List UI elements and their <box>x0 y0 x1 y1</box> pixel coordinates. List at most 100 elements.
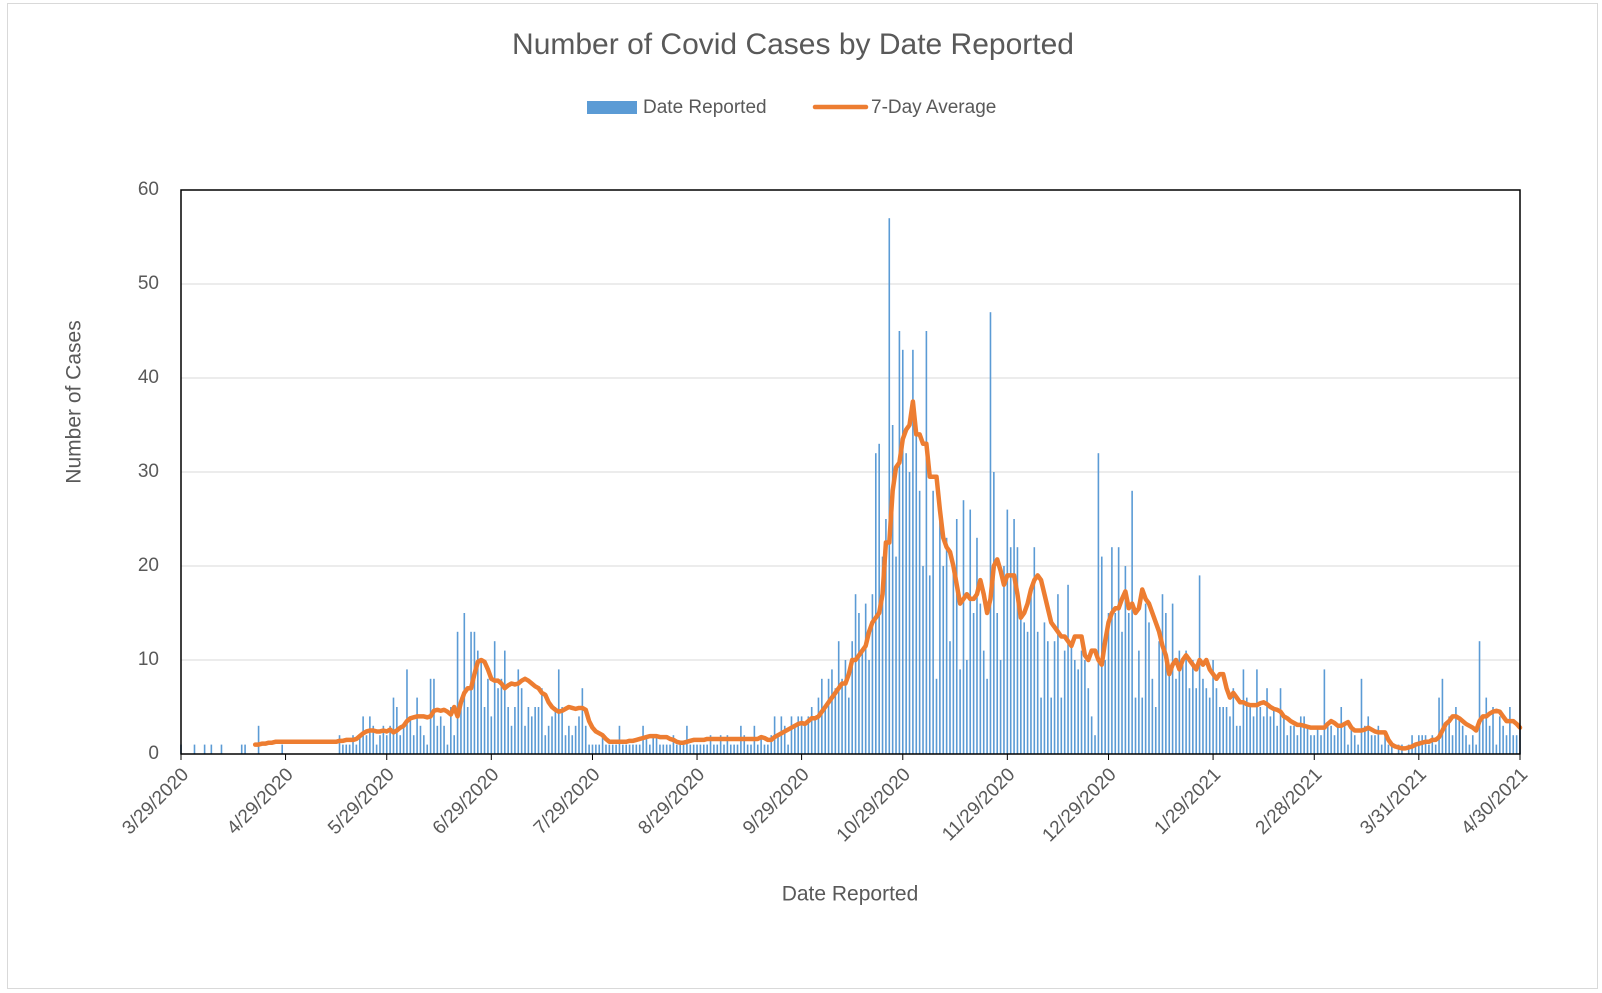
bar <box>1380 744 1383 754</box>
bar <box>955 519 958 754</box>
bar <box>578 716 580 754</box>
bar <box>1188 688 1191 754</box>
bar <box>1505 735 1508 754</box>
bar <box>1185 650 1187 754</box>
bar <box>723 744 725 754</box>
bar <box>1364 725 1366 754</box>
bar <box>1482 716 1484 754</box>
bar <box>1094 735 1096 754</box>
bar <box>1272 707 1275 754</box>
bar <box>1434 744 1437 754</box>
bar <box>750 744 752 754</box>
bar <box>638 744 641 754</box>
bar <box>1067 584 1069 754</box>
bar <box>220 744 223 754</box>
bar <box>1387 744 1390 754</box>
bar <box>1202 678 1204 754</box>
bar <box>1215 688 1218 754</box>
bar <box>1323 669 1326 754</box>
bar <box>1080 650 1083 754</box>
bar <box>858 613 860 754</box>
bar <box>584 725 587 754</box>
bar <box>456 631 459 754</box>
bar <box>348 744 351 754</box>
bar <box>702 744 705 754</box>
bar <box>534 707 536 754</box>
bar <box>530 716 533 754</box>
bar <box>1148 622 1150 754</box>
bar <box>601 735 604 754</box>
bar <box>487 678 489 754</box>
bar <box>868 660 870 754</box>
bar <box>1441 678 1444 754</box>
bar <box>281 744 283 754</box>
bar <box>895 556 897 754</box>
bar <box>193 744 196 754</box>
bar <box>406 669 408 754</box>
bar <box>1013 519 1015 754</box>
bar <box>1509 707 1511 754</box>
bar <box>696 744 698 754</box>
bar <box>1330 725 1332 754</box>
bar <box>1340 707 1343 754</box>
bar <box>338 735 341 754</box>
bar <box>794 725 796 754</box>
bar <box>1235 725 1238 754</box>
bar <box>1269 716 1272 754</box>
bar <box>655 735 658 754</box>
y-tick-label: 60 <box>138 179 159 200</box>
bar <box>497 688 499 754</box>
bar <box>767 744 769 754</box>
bar <box>848 697 850 754</box>
bar <box>959 669 961 754</box>
bar <box>1515 735 1518 754</box>
bar <box>864 603 867 754</box>
bar <box>450 707 452 754</box>
bar <box>999 660 1002 754</box>
bar <box>433 678 435 754</box>
bar <box>665 744 668 754</box>
bar <box>423 735 425 754</box>
bar <box>1229 716 1231 754</box>
bar <box>574 725 577 754</box>
bar <box>625 744 628 754</box>
bar <box>1458 716 1461 754</box>
bar <box>1444 725 1447 754</box>
bar <box>537 707 540 754</box>
bar <box>1438 697 1440 754</box>
bar <box>1424 735 1427 754</box>
bar <box>949 641 951 754</box>
bar <box>1033 547 1036 754</box>
bar <box>568 725 570 754</box>
bar <box>645 735 648 754</box>
bar <box>1465 735 1467 754</box>
bar <box>1158 641 1160 754</box>
bar <box>244 744 246 754</box>
bar <box>797 716 800 754</box>
bar <box>1448 716 1450 754</box>
bar <box>608 744 611 754</box>
bar <box>1343 725 1346 754</box>
bar <box>1391 744 1393 754</box>
bar <box>1326 725 1329 754</box>
bar <box>854 594 857 754</box>
bar <box>561 707 563 754</box>
bar <box>915 425 918 754</box>
bar <box>595 744 597 754</box>
legend: Date Reported 7-Day Average <box>587 97 996 118</box>
bar <box>466 707 469 754</box>
bar <box>649 744 651 754</box>
bar <box>544 735 547 754</box>
bar <box>416 697 418 754</box>
bar <box>1266 688 1268 754</box>
bar <box>1047 641 1049 754</box>
bar <box>790 716 793 754</box>
bar <box>1161 594 1164 754</box>
bar <box>810 707 813 754</box>
bar <box>1219 707 1221 754</box>
bar <box>1475 744 1477 754</box>
bar <box>446 744 449 754</box>
bar <box>1279 688 1282 754</box>
bar <box>1286 735 1289 754</box>
bar <box>844 660 847 754</box>
